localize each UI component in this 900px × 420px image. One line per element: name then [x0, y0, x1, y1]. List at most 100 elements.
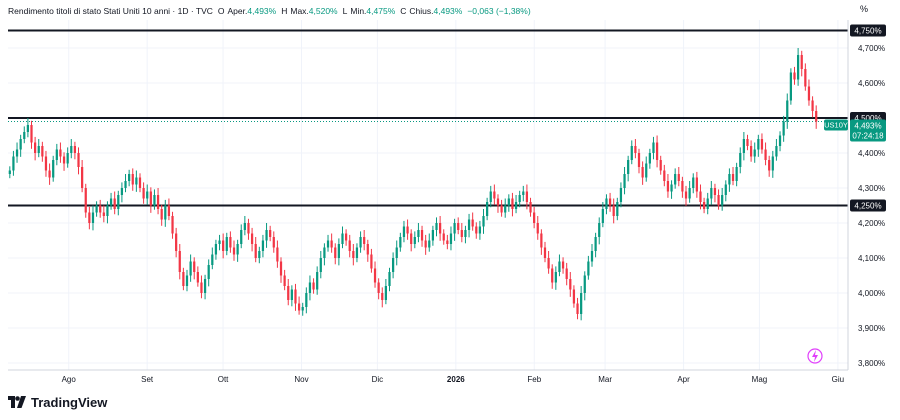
- candle: [182, 267, 185, 291]
- candle-body: [391, 258, 395, 272]
- candle: [128, 169, 131, 187]
- candle-body: [23, 132, 26, 139]
- candle-body: [771, 156, 774, 171]
- candle-body: [269, 230, 272, 237]
- candle-body: [203, 279, 207, 293]
- candle-body: [800, 55, 803, 69]
- candle-body: [323, 247, 326, 258]
- candle: [605, 194, 608, 215]
- candle-body: [15, 149, 19, 157]
- candle-body: [153, 195, 156, 206]
- candle-body: [218, 240, 221, 244]
- candle: [276, 240, 279, 268]
- candle-body: [431, 230, 435, 241]
- candle-body: [182, 272, 185, 286]
- candle-body: [149, 191, 152, 206]
- candle-body: [214, 244, 218, 255]
- candle-body: [413, 237, 416, 244]
- lightning-icon[interactable]: [807, 348, 823, 364]
- candle: [81, 160, 84, 193]
- candle-body: [507, 198, 510, 206]
- candle: [305, 287, 308, 314]
- candle-body: [749, 146, 753, 157]
- candle: [796, 48, 800, 86]
- candle: [449, 226, 453, 251]
- candle-body: [117, 195, 120, 209]
- candle: [229, 231, 232, 253]
- legend-close-key: C: [400, 6, 407, 16]
- candle: [250, 227, 254, 252]
- candle: [175, 227, 178, 258]
- candle-body: [164, 205, 167, 220]
- y-tick-label: 4,100%: [858, 254, 885, 263]
- candle: [684, 185, 688, 206]
- legend-high-prefix: Max.: [290, 6, 309, 16]
- candle: [786, 93, 789, 129]
- candle-body: [713, 188, 717, 195]
- candle: [616, 197, 619, 221]
- candle-body: [250, 233, 254, 244]
- candle: [294, 283, 297, 311]
- candle-body: [171, 216, 174, 234]
- candle: [88, 206, 91, 230]
- candle: [334, 243, 337, 265]
- candle-body: [406, 226, 409, 234]
- candle: [124, 174, 127, 193]
- y-tick-label: 3,800%: [858, 359, 885, 368]
- candle: [254, 237, 257, 263]
- candle: [551, 264, 554, 289]
- candle: [84, 183, 87, 218]
- candle: [77, 147, 80, 175]
- candle: [565, 262, 568, 286]
- candle-body: [77, 153, 80, 167]
- candle: [240, 224, 243, 249]
- candle-body: [348, 240, 351, 251]
- candle: [757, 134, 760, 157]
- candle: [724, 180, 727, 202]
- scale-unit-toggle[interactable]: %: [860, 4, 869, 14]
- candle: [464, 225, 467, 244]
- candle-body: [768, 160, 771, 171]
- candle-body: [558, 261, 561, 272]
- candle: [33, 136, 37, 161]
- candle-body: [211, 254, 214, 265]
- candle: [153, 189, 156, 210]
- candle-body: [692, 177, 695, 188]
- candle: [583, 271, 586, 301]
- candle-body: [84, 188, 87, 213]
- candle-body: [229, 237, 232, 248]
- candle-body: [511, 198, 514, 209]
- candle: [73, 141, 77, 160]
- candle-body: [52, 160, 55, 178]
- candle: [70, 139, 73, 159]
- candle: [391, 252, 395, 279]
- last-price-tag: [850, 119, 886, 142]
- candle-body: [710, 188, 713, 199]
- candle: [102, 205, 105, 223]
- candle-body: [815, 111, 818, 122]
- candle: [178, 244, 181, 280]
- candle: [652, 136, 655, 160]
- candle-body: [453, 223, 456, 234]
- candle: [12, 150, 15, 176]
- legend-close-value: 4,493%: [433, 6, 463, 16]
- candle-body: [601, 209, 604, 223]
- candle: [359, 231, 362, 253]
- candle: [518, 190, 521, 208]
- candle: [55, 143, 58, 166]
- candle-body: [442, 233, 445, 241]
- candle-body: [630, 146, 633, 160]
- candle: [677, 167, 680, 187]
- candle: [30, 120, 33, 149]
- candle-body: [786, 100, 789, 122]
- candle: [482, 209, 485, 234]
- candle: [402, 220, 406, 243]
- candle-body: [185, 275, 189, 286]
- candle: [666, 174, 670, 198]
- candle: [48, 163, 51, 185]
- candle-body: [41, 146, 44, 157]
- candle-body: [109, 198, 113, 206]
- tradingview-logo[interactable]: TradingView: [8, 393, 107, 411]
- candle: [558, 254, 561, 277]
